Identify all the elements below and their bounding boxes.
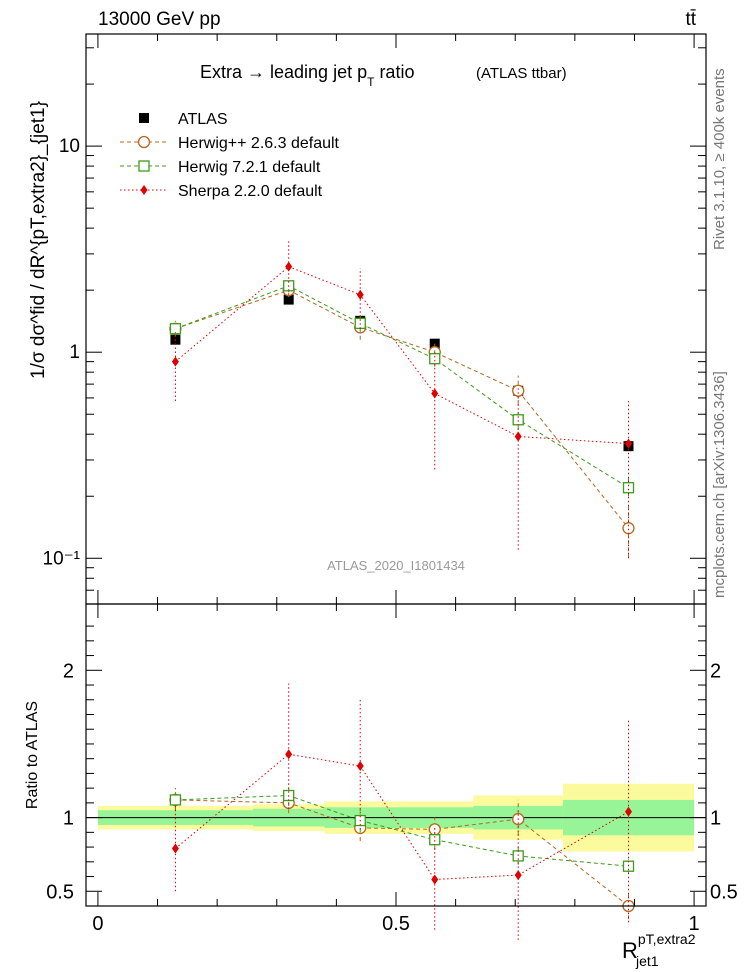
main-data-point — [622, 522, 635, 535]
main-data-point — [285, 261, 293, 272]
ratio-data-point — [514, 870, 522, 881]
main-y-tick-label: 10⁻¹ — [43, 548, 81, 569]
ratio-y-tick-label-right: 1 — [710, 808, 721, 830]
legend-label: Herwig 7.2.1 default — [178, 159, 321, 176]
ratio-y-tick-label-right: 0.5 — [710, 881, 738, 903]
main-series-2 — [169, 279, 635, 497]
main-title-end: ratio — [374, 62, 414, 82]
legend-marker — [139, 113, 149, 123]
header-energy-label: 13000 GeV pp — [98, 9, 221, 30]
ratio-series-line — [175, 799, 629, 907]
ratio-y-tick-label: 1 — [63, 808, 74, 830]
main-data-point — [169, 323, 182, 335]
main-y-axis-label-text: 1/σ dσ^fid / dR^{pT,extra2}_{jet1} — [28, 101, 49, 379]
main-title: Extra → leading jet pT ratio — [200, 62, 414, 89]
ratio-y-tick-label: 2 — [63, 660, 74, 682]
main-data-point — [283, 294, 294, 305]
main-title-text: Extra → leading jet p — [200, 62, 367, 82]
ratio-series-line — [175, 753, 629, 880]
legend-entry: Sherpa 2.2.0 default — [120, 183, 323, 200]
ratio-panel: 0.5 0.5 1 1 2 2 0 0.5 1 Ratio to ATLAS RpT,extra… — [24, 603, 738, 969]
rivet-version-label: Rivet 3.1.10, ≥ 400k events — [711, 68, 728, 250]
main-data-point — [514, 431, 522, 442]
main-title-subscript: T — [367, 75, 375, 89]
main-data-point — [431, 388, 439, 399]
ratio-series-2 — [171, 683, 632, 940]
main-data-point — [622, 482, 635, 494]
legend-entry: Herwig++ 2.6.3 default — [120, 135, 340, 152]
ratio-data-point — [169, 794, 182, 806]
main-series-line — [175, 289, 629, 529]
legend: ATLAS Herwig++ 2.6.3 default Herwig 7.2.1 … — [120, 111, 340, 200]
ratio-y-tick-label: 0.5 — [46, 881, 74, 903]
x-tick-label: 0.5 — [382, 913, 410, 935]
main-data-point — [625, 438, 632, 449]
ratio-series-line — [175, 795, 629, 867]
legend-marker — [138, 160, 150, 172]
x-tick-label: 0 — [92, 913, 103, 935]
main-data-point — [171, 356, 179, 367]
legend-entry: Herwig 7.2.1 default — [120, 159, 321, 176]
x-axis-label-main: R — [622, 938, 638, 963]
x-tick-label: 1 — [689, 913, 700, 935]
ratio-y-tick-label-right: 2 — [710, 660, 721, 682]
main-data-point — [512, 384, 525, 397]
ratio-data-point — [431, 874, 439, 885]
main-panel: 10⁻¹ 1 10 Extra → leading jet pT ratio (AT… — [28, 33, 707, 605]
main-series-1 — [169, 281, 635, 559]
mcplots-label: mcplots.cern.ch [arXiv:1306.3436] — [711, 371, 728, 598]
legend-marker — [137, 135, 151, 149]
main-y-axis-label: 1/σ dσ^fid / dR^{pT,extra2}_{jet1} — [28, 101, 49, 379]
main-series-line — [175, 285, 629, 489]
legend-label: Sherpa 2.2.0 default — [178, 183, 323, 200]
ratio-y-axis-label: Ratio to ATLAS — [24, 701, 41, 809]
ratio-data-point — [356, 761, 364, 772]
x-axis-label-sub: jet1 — [635, 953, 659, 969]
main-data-point — [356, 289, 364, 300]
legend-entry: ATLAS — [139, 111, 228, 128]
main-series-line — [175, 266, 629, 445]
main-y-tick-label: 10 — [59, 136, 80, 157]
main-y-tick-label: 1 — [69, 342, 80, 363]
x-axis-label-sup: pT,extra2 — [638, 931, 696, 947]
analysis-watermark: ATLAS_2020_I1801434 — [327, 558, 465, 573]
legend-marker — [140, 185, 148, 195]
ratio-data-point — [171, 843, 179, 854]
header-process-label: tt̄ — [685, 9, 696, 30]
main-series-3 — [171, 241, 632, 559]
legend-label: ATLAS — [178, 111, 228, 128]
x-axis-label: RpT,extra2 — [622, 931, 696, 963]
main-data-point — [429, 353, 441, 365]
main-series-0 — [170, 294, 634, 452]
ratio-plot-frame — [85, 603, 707, 907]
main-title-tag: (ATLAS ttbar) — [476, 65, 567, 82]
legend-label: Herwig++ 2.6.3 default — [178, 135, 340, 152]
ratio-data-point — [285, 749, 293, 760]
ratio-data-point — [625, 806, 632, 817]
